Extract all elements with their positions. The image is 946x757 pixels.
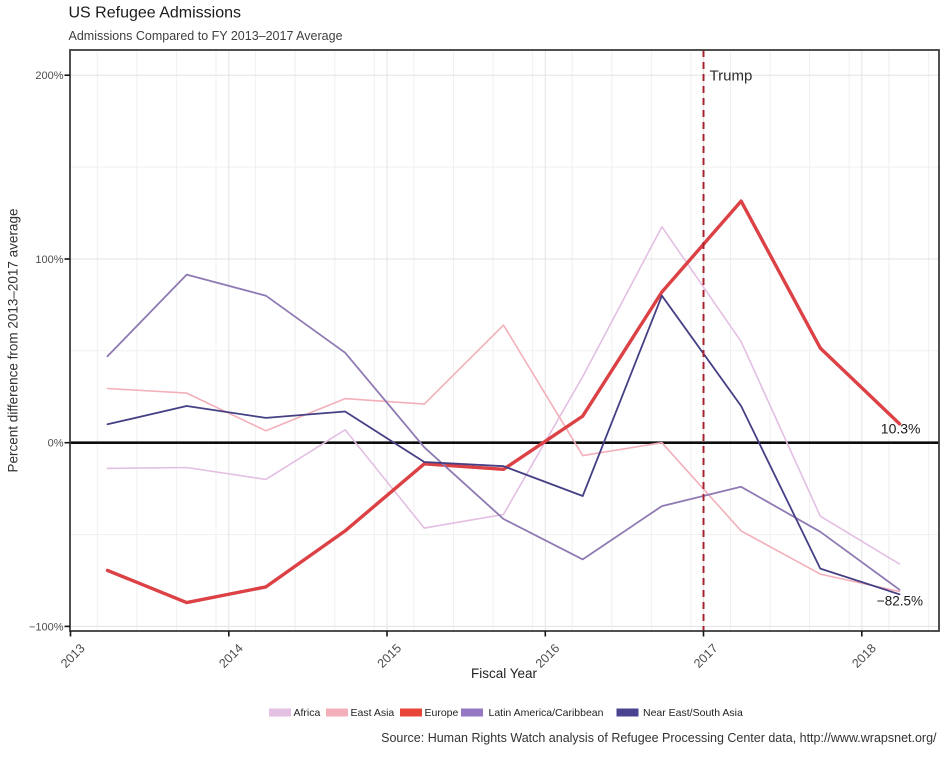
- svg-text:Percent difference from 2013–2: Percent difference from 2013–2017 averag…: [6, 209, 21, 473]
- svg-text:0%: 0%: [48, 438, 64, 450]
- svg-text:−82.5%: −82.5%: [877, 594, 923, 609]
- svg-text:100%: 100%: [35, 254, 63, 266]
- svg-text:Trump: Trump: [710, 68, 753, 85]
- svg-text:Admissions Compared to FY 2013: Admissions Compared to FY 2013–2017 Aver…: [69, 29, 343, 43]
- svg-text:Fiscal Year: Fiscal Year: [471, 666, 538, 681]
- svg-text:−100%: −100%: [29, 621, 64, 633]
- svg-text:Africa: Africa: [294, 707, 321, 719]
- svg-text:Europe: Europe: [425, 707, 459, 719]
- svg-text:Source: Human Rights Watch ana: Source: Human Rights Watch analysis of R…: [381, 731, 937, 745]
- svg-text:East Asia: East Asia: [351, 707, 395, 719]
- svg-text:10.3%: 10.3%: [881, 421, 921, 437]
- svg-text:US Refugee Admissions: US Refugee Admissions: [69, 5, 242, 22]
- svg-text:Latin America/Caribbean: Latin America/Caribbean: [489, 707, 604, 719]
- svg-text:200%: 200%: [35, 70, 63, 82]
- svg-text:Near East/South Asia: Near East/South Asia: [643, 707, 743, 719]
